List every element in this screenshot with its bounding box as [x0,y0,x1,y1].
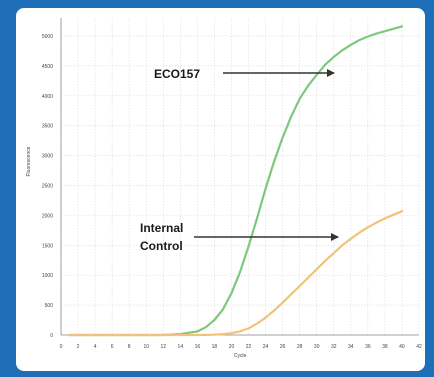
x-tick-label: 20 [229,344,235,350]
y-tick-label: 2500 [42,183,53,189]
y-tick-label: 500 [45,303,54,309]
grid-lines [60,18,420,336]
x-tick-label: 30 [314,344,320,350]
x-tick-label: 36 [365,344,371,350]
x-tick-label: 16 [195,344,201,350]
series-line-internal-control [68,210,404,337]
annotation-eco157: ECO157 [154,67,200,81]
y-tick-label: 5000 [42,34,53,40]
y-tick-label: 3000 [42,154,53,160]
x-tick-label: 2 [77,344,80,350]
x-tick-label: 32 [331,344,337,350]
x-tick-labels: 0 2 4 6 8 10 12 14 16 18 20 22 24 26 28 30 32 34 36 38 40 42 [60,344,422,350]
annotations: ECO157 Internal Control [140,67,339,253]
y-tick-labels: 0 500 1000 1500 2000 2500 3000 3500 4000 4500 5000 [42,34,53,339]
x-tick-label: 12 [161,344,167,350]
y-tick-label: 4000 [42,94,53,100]
y-tick-label: 4500 [42,64,53,70]
x-axis-label: Cycle [234,353,247,359]
x-tick-label: 6 [111,344,114,350]
x-tick-label: 10 [143,344,149,350]
amplification-chart: 0 2 4 6 8 10 12 14 16 18 20 22 24 26 28 30 32 34 36 38 40 42 … [26,18,422,359]
annotation-internal-control-line1: Internal [140,221,183,235]
x-tick-label: 38 [382,344,388,350]
x-tick-label: 42 [416,344,422,350]
y-tick-label: 2000 [42,213,53,219]
x-tick-label: 28 [297,344,303,350]
x-tick-label: 22 [246,344,252,350]
y-tick-label: 1000 [42,273,53,279]
x-tick-label: 26 [280,344,286,350]
annotation-internal-control-line2: Control [140,239,183,253]
x-tick-label: 8 [128,344,131,350]
chart-panel: 0 2 4 6 8 10 12 14 16 18 20 22 24 26 28 30 32 34 36 38 40 42 … [16,8,425,371]
series-line-eco157 [68,25,404,337]
x-tick-label: 18 [212,344,218,350]
x-tick-label: 0 [60,344,63,350]
y-tick-label: 3500 [42,124,53,130]
x-tick-label: 14 [178,344,184,350]
series-lines [68,25,404,337]
x-tick-label: 34 [348,344,354,350]
y-tick-label: 0 [50,333,53,339]
y-tick-label: 1500 [42,243,53,249]
x-tick-label: 24 [263,344,269,350]
x-tick-label: 4 [94,344,97,350]
y-axis-label: Fluorescence [26,146,32,176]
x-tick-label: 40 [399,344,405,350]
